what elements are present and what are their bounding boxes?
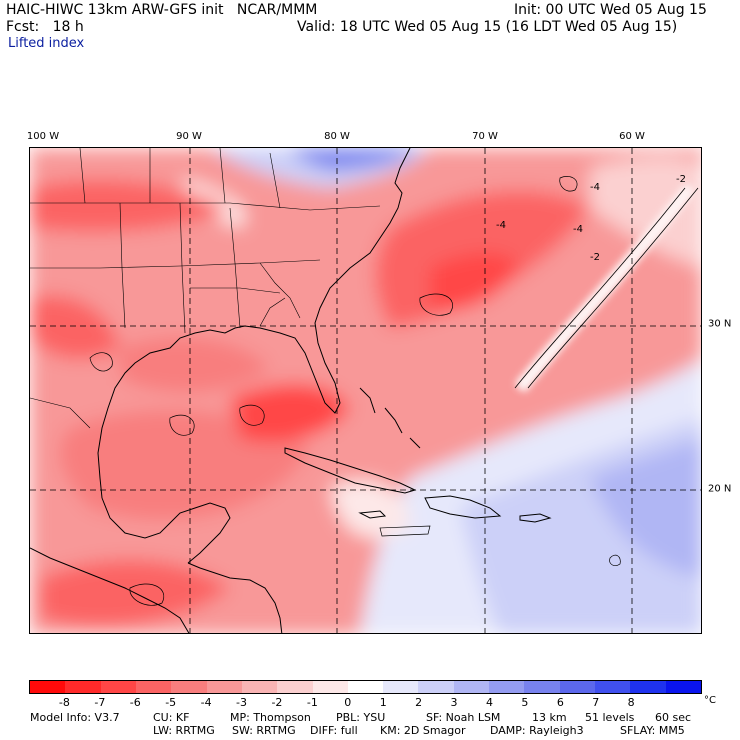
contour-label: -2 xyxy=(590,252,600,263)
forecast-hour: Fcst: 18 h xyxy=(6,19,84,35)
model-info-mp: MP: Thompson xyxy=(230,711,311,724)
colorbar-tick-label: 2 xyxy=(415,696,423,709)
state-borders xyxy=(30,148,381,429)
contour-label: -2 xyxy=(676,174,686,185)
colorbar-tick-label: -3 xyxy=(236,696,247,709)
colorbar-tick-label: 7 xyxy=(592,696,600,709)
colorbar-swatch xyxy=(559,681,595,693)
contour-label: -4 xyxy=(590,182,600,193)
colorbar-tick-label: 5 xyxy=(521,696,529,709)
colorbar-tick-label: 1 xyxy=(379,696,387,709)
colorbar-swatch xyxy=(347,681,384,693)
colorbar-tick-label: 6 xyxy=(556,696,564,709)
model-info-sflay: SFLAY: MM5 xyxy=(620,724,685,737)
colorbar-swatch xyxy=(241,681,278,693)
lon-label-60w: 60 W xyxy=(619,131,645,142)
colorbar-tick-label: -1 xyxy=(306,696,318,709)
colorbar-tick-label: -7 xyxy=(94,696,106,709)
contour-label: -4 xyxy=(496,220,506,231)
colorbar-swatch xyxy=(453,681,490,693)
valid-time: Valid: 18 UTC Wed 05 Aug 15 (16 LDT Wed … xyxy=(297,19,678,35)
lifted-index-map: -4 -4 -2 -2 -4 xyxy=(29,147,702,634)
lat-label-30n: 30 N xyxy=(708,318,732,330)
model-info-version: Model Info: V3.7 xyxy=(30,711,120,724)
model-info-lw: LW: RRTMG xyxy=(153,724,215,737)
model-info-km: KM: 2D Smagor xyxy=(380,724,466,737)
colorbar-tick-label: 8 xyxy=(627,696,635,709)
init-time: Init: 00 UTC Wed 05 Aug 15 xyxy=(514,2,707,18)
contour-label: -4 xyxy=(573,224,583,235)
model-info-levels: 51 levels xyxy=(585,711,635,724)
lon-label-70w: 70 W xyxy=(472,131,498,142)
model-info-timestep: 60 sec xyxy=(655,711,692,724)
model-title: HAIC-HIWC 13km ARW-GFS init NCAR/MMM xyxy=(6,2,318,18)
colorbar-tick-label: -6 xyxy=(129,696,141,709)
colorbar-swatch xyxy=(595,681,631,693)
colorbar-tick-label: 4 xyxy=(485,696,493,709)
model-info-pbl: PBL: YSU xyxy=(336,711,386,724)
colorbar-swatch xyxy=(171,681,207,693)
model-info-diff: DIFF: full xyxy=(310,724,358,737)
colorbar-swatch xyxy=(277,681,313,693)
model-info-sf: SF: Noah LSM xyxy=(426,711,501,724)
colorbar-swatch xyxy=(135,681,172,693)
field-name: Lifted index xyxy=(8,36,85,51)
colorbar-swatch xyxy=(30,681,66,693)
colorbar-unit: °C xyxy=(704,695,716,706)
colorbar-swatch xyxy=(383,681,419,693)
colorbar-tick-label: 3 xyxy=(450,696,458,709)
lon-label-100w: 100 W xyxy=(26,131,60,142)
colorbar-swatch xyxy=(665,681,701,693)
colorbar xyxy=(29,680,702,694)
lat-lon-grid xyxy=(30,148,701,633)
colorbar-swatch xyxy=(630,681,666,693)
colorbar-swatch xyxy=(206,681,242,693)
colorbar-swatch xyxy=(312,681,348,693)
colorbar-swatch xyxy=(489,681,525,693)
colorbar-swatch xyxy=(418,681,454,693)
colorbar-tick-label: -5 xyxy=(165,696,177,709)
colorbar-tick-label: -4 xyxy=(200,696,212,709)
colorbar-tick-label: -8 xyxy=(58,696,70,709)
colorbar-swatch xyxy=(65,681,101,693)
field-shading xyxy=(30,148,701,633)
colorbar-swatch xyxy=(524,681,560,693)
model-info-resolution: 13 km xyxy=(532,711,567,724)
model-info-cu: CU: KF xyxy=(153,711,190,724)
colorbar-tick-label: -2 xyxy=(271,696,283,709)
map-canvas: -4 -4 -2 -2 -4 xyxy=(30,148,701,633)
colorbar-tick-label: 0 xyxy=(344,696,352,709)
colorbar-swatch xyxy=(100,681,136,693)
lon-label-90w: 90 W xyxy=(176,131,202,142)
lon-label-80w: 80 W xyxy=(324,131,350,142)
model-info-sw: SW: RRTMG xyxy=(232,724,296,737)
coastlines xyxy=(30,148,552,633)
model-info-damp: DAMP: Rayleigh3 xyxy=(490,724,584,737)
lat-label-20n: 20 N xyxy=(708,483,732,495)
